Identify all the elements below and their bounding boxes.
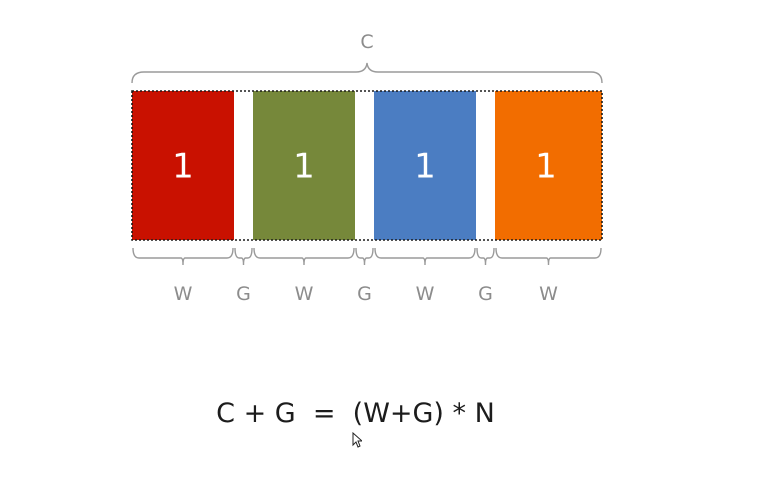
segment-brace-1	[132, 247, 234, 266]
block-1	[132, 91, 234, 240]
block-2-label: 1	[293, 147, 315, 187]
total-width-label: C	[360, 31, 373, 53]
segment-brace-7	[495, 247, 602, 266]
block-1-label: 1	[172, 147, 194, 187]
segment-brace-5	[374, 247, 476, 266]
segment-label-3: W	[295, 283, 314, 305]
total-width-brace	[131, 62, 603, 84]
segment-label-4: G	[357, 283, 372, 305]
block-4	[495, 91, 602, 240]
segment-brace-4	[355, 247, 374, 266]
container-frame	[131, 90, 603, 241]
segment-brace-3	[253, 247, 355, 266]
pointer-arrow-icon	[352, 432, 362, 448]
segment-label-6: G	[478, 283, 493, 305]
block-2	[253, 91, 355, 240]
segment-brace-2	[234, 247, 253, 266]
block-3	[374, 91, 476, 240]
blocks-group: 1 1 1 1	[132, 91, 602, 240]
segment-brace-6	[476, 247, 495, 266]
segment-label-5: W	[416, 283, 435, 305]
block-4-label: 1	[535, 147, 557, 187]
block-3-label: 1	[414, 147, 436, 187]
segment-label-2: G	[236, 283, 251, 305]
segment-label-7: W	[539, 283, 558, 305]
segment-label-1: W	[174, 283, 193, 305]
formula: C + G = (W+G) * N	[216, 398, 495, 429]
